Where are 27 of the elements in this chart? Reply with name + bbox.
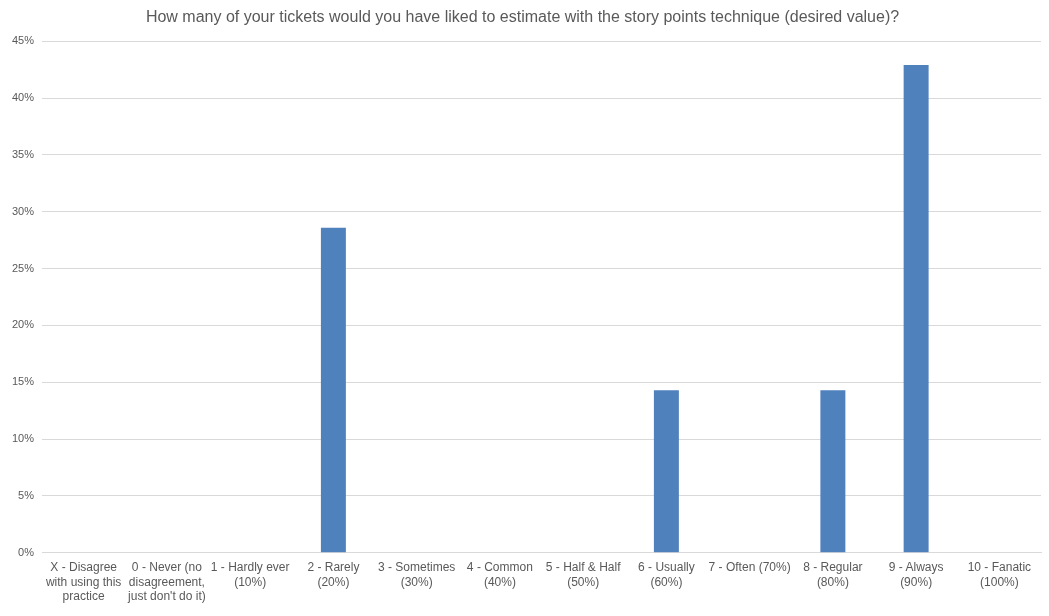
x-tick-label: X - Disagree with using this practice (44, 560, 122, 604)
x-tick-label: 5 - Half & Half (50%) (545, 560, 622, 589)
y-tick-label: 20% (11, 318, 35, 331)
x-tick-label: 2 - Rarely (20%) (307, 560, 360, 589)
x-tick-label: 1 - Hardly ever (10%) (210, 560, 290, 589)
y-tick-label: 10% (11, 432, 35, 445)
x-tick-label: 0 - Never (no disagreement, just don't do it) (127, 560, 206, 604)
y-tick-label: 30% (11, 204, 35, 217)
x-tick-label: 8 - Regular (80%) (803, 560, 863, 589)
bar (320, 227, 346, 553)
x-tick-label: 9 - Always (90%) (888, 560, 944, 589)
y-tick-label: 40% (11, 91, 35, 104)
bar (653, 390, 679, 553)
x-tick-label: 3 - Sometimes (30%) (377, 560, 456, 589)
y-tick-label: 45% (11, 34, 35, 47)
bar (820, 390, 846, 553)
x-tick-label: 10 - Fanatic (100%) (967, 560, 1032, 589)
y-tick-label: 5% (18, 488, 35, 501)
y-tick-label: 0% (18, 545, 35, 558)
bar (903, 65, 929, 553)
y-tick-label: 25% (11, 261, 35, 274)
y-tick-label: 35% (11, 147, 35, 160)
y-tick-label: 15% (11, 375, 35, 388)
x-tick-label: 7 - Often (70%) (708, 560, 791, 575)
chart-title: How many of your tickets would you have liked to estimate with the story points technique (desired value)? (145, 8, 900, 26)
x-tick-label: 6 - Usually (60%) (638, 560, 695, 589)
x-tick-label: 4 - Common (40%) (466, 560, 533, 589)
